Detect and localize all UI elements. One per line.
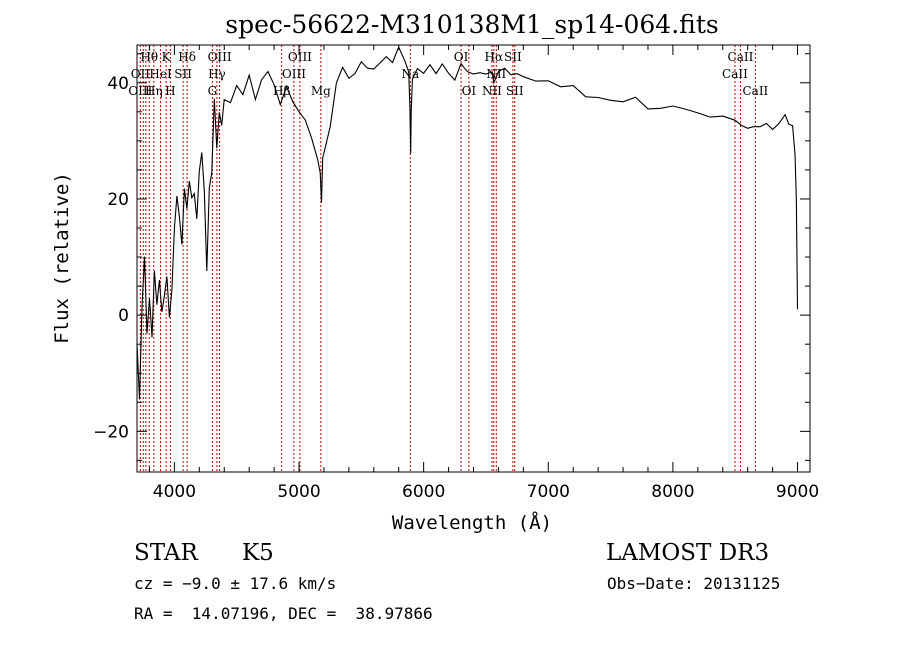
line-annotation: Mg [311,84,331,98]
x-tick-label: 8000 [651,482,694,502]
plot-frame [136,44,811,473]
x-axis-label: Wavelength (Å) [392,511,552,534]
subclass-label: K5 [242,540,274,566]
line-annotation: NII [486,67,506,81]
line-annotation: SII [506,84,524,98]
x-tick-label: 6000 [402,482,445,502]
line-annotation: Hα [485,50,504,64]
class-label: STAR [134,540,198,566]
x-tick-label: 9000 [776,482,819,502]
chart-title: spec-56622-M310138M1_sp14-064.fits [225,10,718,39]
line-annotation: OIII [282,67,306,81]
x-tick-label: 5000 [277,482,320,502]
y-tick-label: 40 [107,74,129,94]
line-annotation: Hθ [140,50,158,64]
line-annotation: SII [174,67,192,81]
line-annotation: OIII [128,84,152,98]
line-annotation: OI [454,50,469,64]
x-tick-label: 7000 [527,482,570,502]
line-annotation: H [165,84,175,98]
x-axis-ticks: 4000 5000 6000 7000 8000 9000 [148,45,819,502]
y-axis-label: Flux (relative) [51,172,73,344]
y-axis-ticks: −20 0 20 40 [93,53,810,461]
line-annotation: CaII [722,67,748,81]
line-annotation: G [208,84,218,98]
line-annotation: OI [462,84,477,98]
x-tick-label: 4000 [153,482,196,502]
spectrum-line [136,45,799,400]
line-annotation: NII [482,84,502,98]
line-annotation: OIII [208,50,232,64]
line-annotation: Hη [145,84,163,98]
line-annotation: SII [504,50,522,64]
line-annotation: Hγ [208,67,226,81]
line-annotation: CaII [742,84,768,98]
line-annotation: OIII [288,50,312,64]
y-tick-label: −20 [93,422,129,442]
coordinates: RA = 14.07196, DEC = 38.97866 [134,604,433,623]
cz-value: cz = −9.0 ± 17.6 km/s [134,574,337,593]
emission-line-markers [139,45,756,472]
line-annotation: K [162,50,172,64]
line-annotation: Na [401,67,419,81]
survey-label: LAMOST DR3 [606,540,770,566]
line-annotation: CaII [728,50,754,64]
obs-date: Obs−Date: 20131125 [607,574,781,593]
line-annotation: Hδ [178,50,196,64]
line-annotation: OII [131,67,151,81]
line-annotation: HeI [149,67,172,81]
y-tick-label: 20 [107,190,129,210]
y-tick-label: 0 [118,306,129,326]
